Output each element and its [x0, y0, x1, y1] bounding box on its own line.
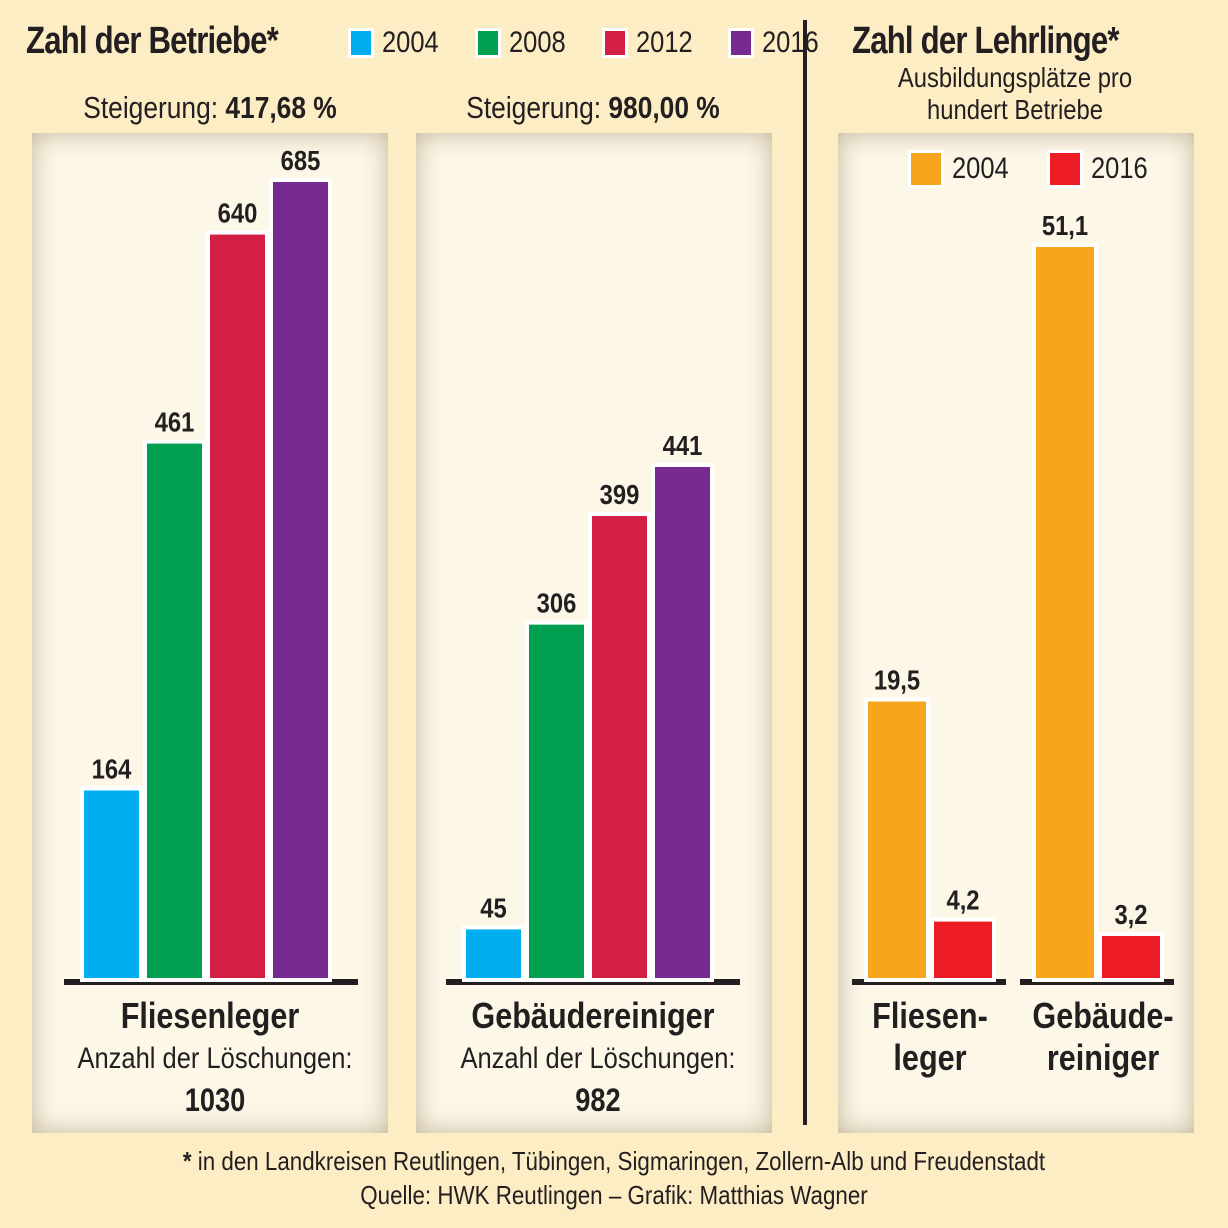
legend-label-2004: 2004	[952, 152, 1009, 185]
bar-value-label: 3,2	[1114, 898, 1147, 930]
bar-2016-fliesenleger	[269, 178, 332, 982]
baseline-axis	[64, 979, 358, 985]
right-category-2-line1: Gebäude-	[1032, 995, 1174, 1036]
left-chart-title: Zahl der Betriebe*	[26, 20, 279, 62]
bar-2004-fliesenleger	[80, 786, 143, 983]
legend-swatch-2016	[1046, 150, 1083, 188]
section-divider	[803, 20, 807, 1125]
increase-gebaeudereiniger: Steigerung: 980,00 %	[423, 90, 763, 126]
left-legend: 2004 2008 2012 2016	[348, 26, 833, 60]
right-chart-title: Zahl der Lehrlinge*	[852, 20, 1119, 62]
bar-value-label: 441	[663, 429, 703, 461]
legend-label-2016: 2016	[762, 26, 819, 59]
bar-2004-fliesenleger	[864, 697, 930, 983]
bar-value-label: 399	[600, 478, 640, 510]
bar-value-label: 164	[92, 753, 132, 785]
bar-value-label: 19,5	[874, 664, 920, 696]
footnote-text: in den Landkreisen Reutlingen, Tübingen,…	[191, 1146, 1046, 1176]
right-category-1-line2: leger	[893, 1037, 967, 1078]
bar-value-label: 461	[155, 406, 195, 438]
bar-2016-gebäudereiniger	[1098, 931, 1164, 982]
increase-value: 417,68 %	[225, 90, 337, 125]
bar-value-label: 640	[218, 197, 258, 229]
legend-label-2016: 2016	[1090, 152, 1148, 185]
right-chart-subtitle-2: hundert Betriebe	[926, 94, 1103, 125]
bar-value-label: 306	[537, 587, 577, 619]
bar-2016-gebäudereiniger	[651, 462, 714, 982]
bar-2012-gebäudereiniger	[588, 512, 651, 982]
increase-value: 980,00 %	[608, 90, 720, 125]
bar-2004-gebäudereiniger	[1032, 243, 1098, 982]
right-category-1-line1: Fliesen-	[872, 995, 988, 1036]
increase-label: Steigerung:	[83, 90, 219, 125]
increase-fliesenleger: Steigerung: 417,68 %	[40, 90, 380, 126]
deletions-label-gebaeudereiniger: Anzahl der Löschungen:	[460, 1042, 736, 1075]
deletions-label-fliesenleger: Anzahl der Löschungen:	[77, 1042, 353, 1075]
right-category-2-line2: reiniger	[1046, 1037, 1160, 1078]
footer-note: * in den Landkreisen Reutlingen, Tübinge…	[86, 1146, 1142, 1177]
increase-label: Steigerung:	[466, 90, 602, 125]
bar-value-label: 45	[480, 892, 506, 924]
category-label-fliesenleger: Fliesenleger	[120, 995, 300, 1036]
legend-label-2012: 2012	[635, 26, 693, 59]
legend-swatch-2004	[908, 150, 944, 188]
bar-2008-gebäudereiniger	[525, 620, 588, 982]
legend-label-2004: 2004	[382, 26, 439, 59]
legend-swatch-2012	[601, 28, 628, 58]
deletions-value-fliesenleger: 1030	[184, 1082, 246, 1118]
legend-swatch-2004	[348, 28, 374, 58]
footer-source: Quelle: HWK Reutlingen – Grafik: Matthia…	[360, 1180, 868, 1210]
category-label-gebaeudereiniger: Gebäudereiniger	[471, 995, 715, 1036]
right-legend: 2004 2016	[908, 150, 1162, 188]
footnote-asterisk: *	[182, 1146, 192, 1176]
bar-2004-gebäudereiniger	[462, 925, 525, 982]
bar-value-label: 4,2	[946, 884, 979, 916]
legend-label-2008: 2008	[508, 26, 566, 59]
bar-2016-fliesenleger	[930, 917, 996, 983]
bar-value-label: 51,1	[1042, 209, 1088, 241]
bar-2008-fliesenleger	[143, 439, 206, 982]
legend-swatch-2008	[474, 28, 501, 58]
bar-value-label: 685	[281, 144, 321, 176]
right-chart-subtitle-1: Ausbildungsplätze pro	[897, 62, 1133, 93]
legend-swatch-2016	[728, 28, 755, 58]
deletions-value-gebaeudereiniger: 982	[575, 1082, 621, 1118]
bar-2012-fliesenleger	[206, 230, 269, 982]
